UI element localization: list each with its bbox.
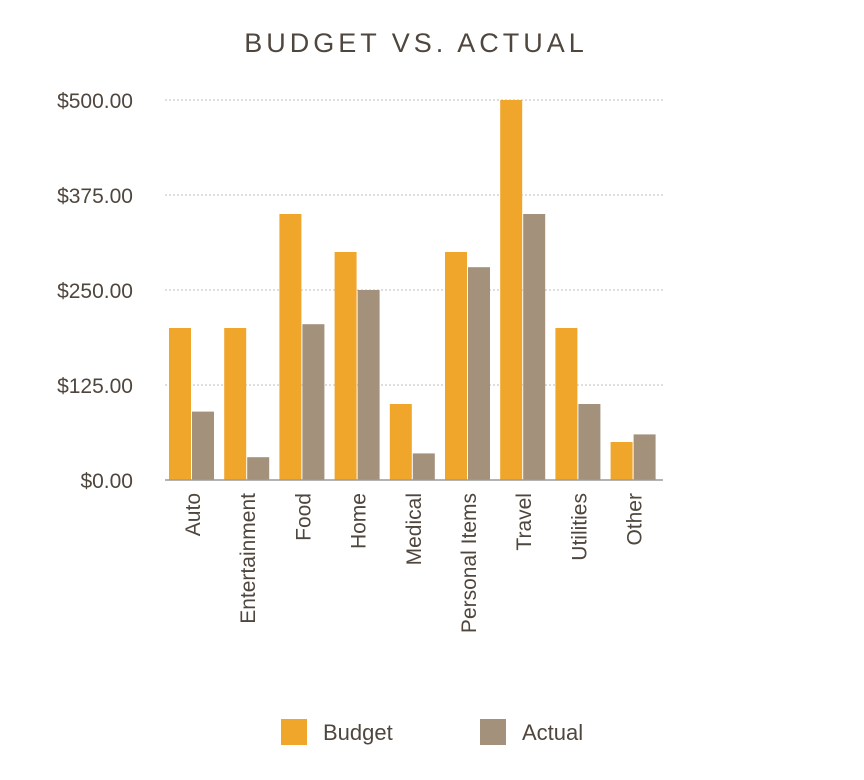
x-tick-label: Other (624, 493, 647, 546)
bar-budget-food (279, 214, 302, 480)
bar-actual-utilities (578, 404, 601, 480)
bar-budget-travel (500, 100, 523, 480)
bar-actual-other (633, 434, 656, 480)
bar-budget-auto (169, 328, 191, 480)
bars (165, 100, 663, 481)
bar-budget-home (334, 252, 357, 480)
legend-swatch-actual (480, 719, 506, 745)
bar-actual-travel (523, 214, 546, 480)
y-axis-tick-labels: $0.00 $125.00 $250.00 $375.00 $500.00 (57, 90, 133, 493)
bar-budget-medical (389, 404, 412, 480)
bar-budget-utilities (555, 328, 578, 480)
y-tick-label: $375.00 (57, 185, 133, 208)
bar-actual-food (302, 324, 325, 480)
bar-actual-personal-items (468, 267, 490, 480)
legend-label-actual: Actual (522, 720, 583, 745)
y-tick-label: $500.00 (57, 90, 133, 113)
x-tick-label: Medical (403, 493, 426, 565)
bar-actual-auto (192, 411, 214, 480)
x-tick-label: Entertainment (237, 493, 260, 624)
gridlines (165, 99, 663, 386)
y-tick-label: $250.00 (57, 280, 133, 303)
x-tick-label: Home (348, 493, 371, 549)
x-tick-label: Food (292, 493, 315, 541)
legend-label-budget: Budget (323, 720, 393, 745)
legend-swatch-budget (281, 719, 307, 745)
x-tick-label: Personal Items (458, 493, 481, 633)
x-tick-label: Travel (513, 493, 536, 551)
chart-title: BUDGET VS. ACTUAL (244, 28, 588, 58)
bar-actual-home (357, 290, 380, 480)
bar-budget-entertainment (224, 328, 247, 480)
bar-actual-entertainment (247, 457, 270, 480)
x-axis-tick-labels: Auto Entertainment Food Home Medical Personal… (182, 493, 647, 633)
x-tick-label: Utilities (568, 493, 591, 561)
bar-budget-personal-items (445, 252, 467, 480)
legend: Budget Actual (281, 719, 583, 745)
bar-actual-medical (412, 453, 435, 480)
y-tick-label: $0.00 (80, 470, 133, 493)
bar-budget-other (610, 442, 633, 480)
x-tick-label: Auto (182, 493, 205, 536)
y-tick-label: $125.00 (57, 375, 133, 398)
